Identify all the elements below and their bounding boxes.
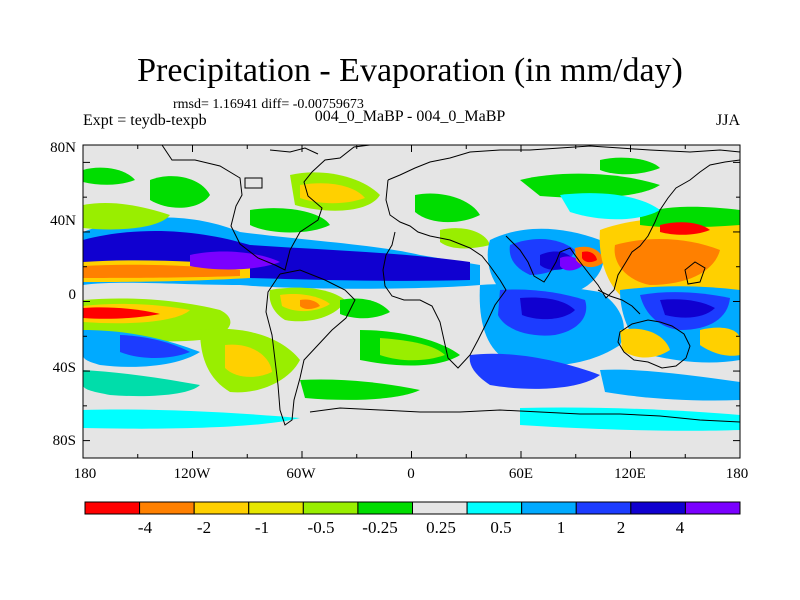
contour-region [300,379,420,400]
colorbar-label: 2 [616,518,626,537]
contour-region [700,327,740,356]
colorbar-label: -2 [196,518,212,537]
contour-region [300,183,365,204]
plot-area [83,145,740,458]
contour-region [83,167,135,185]
contour-region [560,193,660,220]
contour-region [600,369,740,401]
contour-region [614,238,720,285]
chart-title: Precipitation - Evaporation (in mm/day) [137,52,683,89]
coastline [597,289,641,315]
coastline [505,159,740,299]
coastline [617,319,691,369]
colorbar-label: 0.5 [490,518,512,537]
colorbar-swatch [630,501,686,515]
contour-region [120,335,190,358]
contour-region [83,203,170,230]
colorbar-swatch [357,501,413,515]
lon-tick-label: 180 [725,466,749,482]
lat-tick-label: 80S [52,433,76,449]
colorbar-label: -0.25 [362,518,398,537]
contour-region [440,228,490,249]
contour-region [520,297,575,320]
contour-region [582,251,597,263]
lon-tick-label: 120W [173,466,211,482]
contour-region [340,298,390,319]
contour-region [640,206,740,228]
axis-ticks [82,145,741,458]
colorbar-swatch [466,501,523,515]
coastline [387,145,740,181]
coastline [265,269,356,426]
contour-fields [83,157,740,431]
coastline [161,145,371,271]
colorbar-swatch [84,501,141,515]
contour-region [520,173,660,198]
stats-label: rmsd= 1.16941 diff= -0.00759673 [173,97,364,112]
coastline [269,147,319,155]
colorbar-swatch [412,501,468,515]
lat-tick-label: 0 [68,287,77,303]
lon-tick-label: 0 [407,466,415,482]
colorbar-label: -1 [254,518,270,537]
contour-region [190,251,280,270]
contour-region [250,208,330,233]
contour-region [300,299,320,309]
contour-region [660,299,715,318]
coastline [244,177,263,189]
lon-tick-label: 180 [73,466,97,482]
colorbar-label: 1 [556,518,566,537]
comparison-label: 004_0_MaBP - 004_0_MaBP [314,108,506,125]
contour-region [83,370,200,397]
colorbar-swatch [575,501,632,515]
lat-tick-label: 40N [50,213,76,229]
contour-region [600,157,660,175]
contour-region [83,264,240,278]
contour-region [83,409,300,429]
contour-region [415,193,480,223]
colorbar [84,501,741,515]
colorbar-label: -4 [137,518,153,537]
coastlines [161,145,740,426]
contour-region [620,328,670,358]
experiment-label: Expt = teydb-texpb [83,112,207,129]
colorbar-swatch [248,501,304,515]
colorbar-swatch [684,501,741,515]
colorbar-label: 4 [675,518,685,537]
contour-region [380,338,445,361]
contour-region [469,353,600,389]
lat-tick-label: 80N [50,140,76,156]
coastline [684,261,706,285]
contour-region [83,307,160,319]
colorbar-swatch [521,501,577,515]
contour-region [660,222,710,235]
colorbar-label: -0.5 [307,518,335,537]
lon-tick-label: 60E [508,466,534,482]
coastline [382,179,507,369]
contour-region [225,344,272,377]
colorbar-swatch [302,501,359,515]
contour-region [150,176,210,208]
lon-tick-label: 120E [614,466,646,482]
lat-tick-label: 40S [52,360,76,376]
season-label: JJA [715,112,740,129]
coastline [309,407,740,423]
colorbar-swatch [139,501,195,515]
lon-tick-label: 60W [286,466,316,482]
colorbar-swatch [193,501,250,515]
colorbar-label: 0.25 [426,518,456,537]
